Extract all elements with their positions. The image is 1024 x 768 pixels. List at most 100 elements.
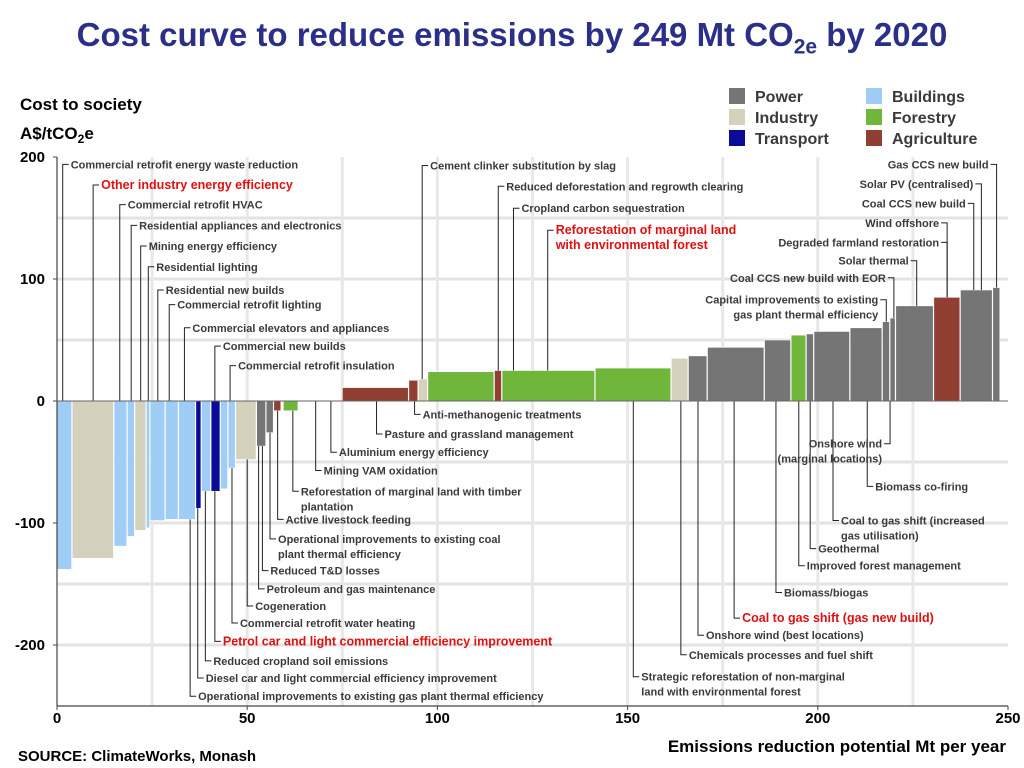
- annotation-label-14-line2: with environmental forest: [555, 238, 709, 252]
- annotation-label-34: Petrol car and light commercial efficien…: [223, 634, 553, 648]
- annotation-label-19: Degraded farmland restoration: [778, 237, 939, 249]
- legend-swatch-agriculture: [866, 130, 882, 146]
- bar-23-agriculture: [494, 370, 502, 402]
- x-tick-label-1: 50: [239, 710, 256, 727]
- annotation-label-31: Petroleum and gas maintenance: [267, 584, 436, 596]
- leader-line-30: [261, 446, 269, 572]
- leader-line-24: [376, 401, 383, 435]
- bar-35-power: [889, 317, 896, 402]
- x-tick-label-3: 150: [615, 710, 640, 727]
- bar-6-buildings: [149, 400, 166, 521]
- y-axis-title-line1: Cost to society: [20, 95, 142, 114]
- bar-39-power: [992, 287, 1001, 402]
- leader-line-45: [697, 401, 704, 636]
- legend-label-agriculture: Agriculture: [892, 131, 977, 148]
- leader-line-18: [941, 222, 948, 298]
- x-tick-label-5: 250: [995, 710, 1020, 727]
- legend-label-power: Power: [755, 89, 803, 106]
- bar-20-agriculture: [408, 379, 419, 402]
- bar-33-power: [849, 327, 883, 402]
- annotation-label-7: Commercial retrofit lighting: [177, 300, 321, 312]
- leader-line-13: [512, 207, 520, 371]
- leader-line-46: [680, 401, 687, 656]
- source-note: SOURCE: ClimateWorks, Monash: [18, 748, 256, 765]
- annotation-label-38-line1: Onshore wind: [809, 439, 882, 451]
- y-tick-label-0: 200: [20, 149, 45, 166]
- legend-label-transport: Transport: [755, 131, 829, 148]
- bar-4-industry: [134, 400, 147, 531]
- annotation-label-15: Gas CCS new build: [888, 159, 989, 171]
- leader-line-33: [231, 468, 238, 624]
- title-tail: by 2020: [817, 16, 948, 53]
- bar-36-power: [895, 305, 934, 402]
- y-axis-title-tail: e: [84, 124, 93, 143]
- bar-38-power: [960, 289, 993, 402]
- annotation-label-39: Biomass co-firing: [875, 481, 968, 493]
- bar-5-buildings: [146, 400, 150, 529]
- annotation-label-27-line2: plantation: [301, 501, 354, 513]
- annotation-label-17: Coal CCS new build: [862, 198, 966, 210]
- annotation-label-23: Anti-methanogenic treatments: [423, 409, 582, 421]
- bar-25-forestry: [594, 367, 672, 402]
- leader-line-35: [204, 491, 212, 662]
- annotation-label-36: Diesel car and light commercial efficien…: [206, 673, 497, 685]
- bar-13-buildings: [227, 400, 236, 469]
- bar-9-transport: [195, 400, 202, 509]
- leader-line-9: [214, 345, 221, 401]
- leader-line-8: [183, 327, 191, 401]
- x-tick-label-2: 100: [425, 710, 450, 727]
- leader-line-43: [775, 401, 782, 594]
- annotation-label-30: Reduced T&D losses: [270, 566, 379, 578]
- bar-15-power: [256, 400, 266, 447]
- leader-line-7: [168, 304, 176, 401]
- leader-line-47: [632, 401, 640, 678]
- grid-lines: [57, 157, 1008, 706]
- x-axis-title: Emissions reduction potential Mt per yea…: [668, 737, 1007, 756]
- annotation-label-44: Coal to gas shift (gas new build): [742, 611, 934, 625]
- bar-2-buildings: [113, 400, 128, 547]
- annotation-label-6: Residential new builds: [166, 285, 285, 297]
- annotation-label-35: Reduced cropland soil emissions: [213, 656, 388, 668]
- y-tick-label-1: 100: [20, 271, 45, 288]
- legend-label-industry: Industry: [755, 110, 818, 127]
- bar-29-power: [764, 339, 791, 402]
- bar-28-power: [707, 347, 765, 402]
- leader-line-1: [92, 184, 100, 401]
- bar-8-buildings: [178, 400, 196, 520]
- bar-21-industry: [418, 378, 428, 402]
- annotation-label-13: Cropland carbon sequestration: [521, 203, 684, 215]
- leader-line-23: [414, 401, 421, 415]
- bar-31-power: [806, 333, 814, 402]
- leader-line-25: [330, 401, 337, 453]
- leader-line-38: [884, 401, 891, 445]
- annotation-label-5: Residential lighting: [156, 262, 257, 274]
- annotation-label-2: Commercial retrofit HVAC: [128, 200, 263, 212]
- leader-line-10: [229, 365, 237, 401]
- leader-line-14: [547, 229, 554, 371]
- annotation-label-8: Commercial elevators and appliances: [192, 323, 389, 335]
- y-axis-title-subscript: 2: [78, 132, 85, 146]
- leader-line-16: [975, 183, 982, 290]
- bar-0-buildings: [56, 400, 72, 570]
- bar-34-power: [882, 321, 890, 402]
- bar-32-power: [813, 331, 850, 402]
- legend-label-buildings: Buildings: [892, 89, 965, 106]
- leader-lines: [62, 163, 998, 697]
- bar-12-buildings: [220, 400, 228, 490]
- annotation-label-29-line2: plant thermal efficiency: [278, 549, 402, 561]
- leader-line-28: [277, 410, 284, 520]
- annotation-label-1: Other industry energy efficiency: [101, 178, 293, 192]
- annotation-label-26: Mining VAM oxidation: [324, 466, 438, 478]
- bar-3-buildings: [127, 400, 135, 537]
- bar-10-buildings: [201, 400, 211, 492]
- annotation-label-41: Geothermal: [818, 544, 879, 556]
- legend-swatch-power: [729, 88, 745, 104]
- leader-line-3: [130, 224, 138, 401]
- legend-label-forestry: Forestry: [892, 110, 956, 127]
- leader-line-17: [967, 202, 975, 290]
- bar-14-industry: [235, 400, 257, 460]
- leader-line-34: [214, 491, 221, 642]
- annotation-label-22-line2: gas plant thermal efficiency: [733, 310, 879, 322]
- legend-swatch-industry: [729, 109, 745, 125]
